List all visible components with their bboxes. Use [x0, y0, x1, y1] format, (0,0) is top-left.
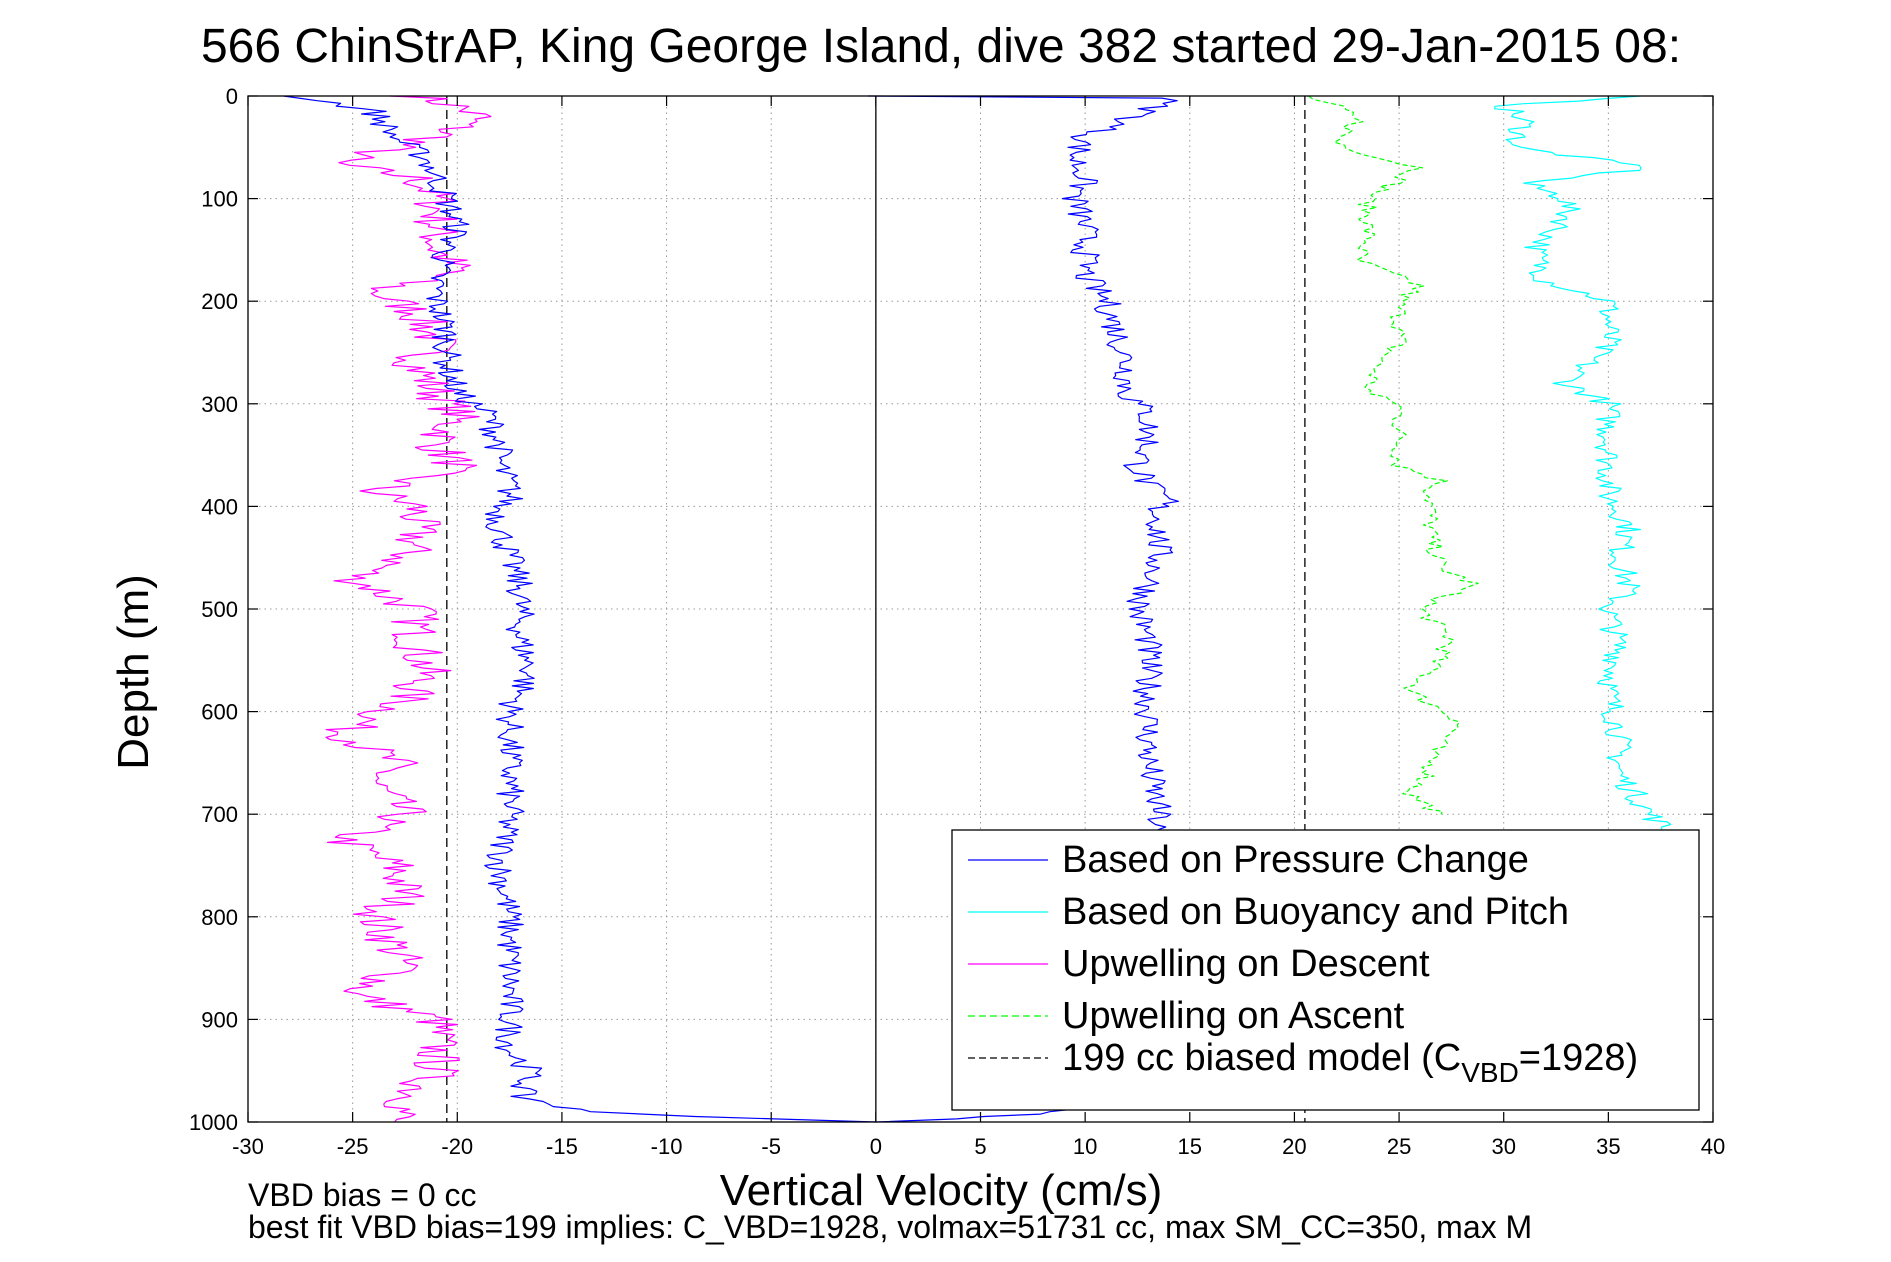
x-tick-label: 15: [1178, 1134, 1202, 1159]
y-tick-label: 200: [201, 289, 238, 314]
x-tick-label: -5: [761, 1134, 781, 1159]
legend-label-pressure-change: Based on Pressure Change: [1062, 839, 1529, 881]
y-tick-label: 900: [201, 1007, 238, 1032]
best-fit-annotation: best fit VBD bias=199 implies: C_VBD=192…: [248, 1209, 1532, 1245]
x-tick-label: 10: [1073, 1134, 1097, 1159]
x-tick-label: 25: [1387, 1134, 1411, 1159]
legend-box: [951, 829, 1700, 1111]
x-tick-label: -20: [441, 1134, 473, 1159]
x-tick-label: 35: [1596, 1134, 1620, 1159]
x-tick-label: 20: [1282, 1134, 1306, 1159]
legend-label-biased-model-main: 199 cc biased model (C: [1062, 1037, 1461, 1079]
legend: Based on Pressure Change Based on Buoyan…: [951, 829, 1700, 1111]
upwelling-ascent-line: [1308, 95, 1479, 815]
y-tick-label: 400: [201, 494, 238, 519]
x-tick-label: 30: [1491, 1134, 1515, 1159]
legend-label-upwelling-descent: Upwelling on Descent: [1062, 943, 1430, 985]
y-tick-label: 300: [201, 392, 238, 417]
legend-swatches: [968, 859, 1048, 1059]
y-tick-label: 800: [201, 905, 238, 930]
y-tick-label: 700: [201, 802, 238, 827]
axis-ticks: -30 -25 -20 -15 -10 -5 0 5 10 15 20 25 30 35 400100200…: [189, 84, 1725, 1159]
x-tick-label: -25: [337, 1134, 369, 1159]
x-tick-label: 0: [870, 1134, 882, 1159]
legend-label-upwelling-ascent: Upwelling on Ascent: [1062, 995, 1405, 1037]
y-tick-label: 0: [226, 84, 238, 109]
chart-title: 566 ChinStrAP, King George Island, dive …: [201, 20, 1681, 73]
legend-label-buoyancy-pitch: Based on Buoyancy and Pitch: [1062, 891, 1569, 933]
pressure-change-descent-line: [283, 95, 876, 1123]
legend-label-biased-model-tail: =1928): [1519, 1037, 1638, 1079]
y-axis-label: Depth (m): [109, 574, 158, 770]
x-tick-label: 40: [1701, 1134, 1725, 1159]
legend-label-biased-model-subscript: VBD: [1461, 1057, 1519, 1088]
vbd-bias-annotation: VBD bias = 0 cc: [248, 1177, 477, 1213]
x-axis-label: Vertical Velocity (cm/s): [720, 1166, 1163, 1215]
y-tick-label: 500: [201, 597, 238, 622]
buoyancy-pitch-line: [1494, 95, 1672, 836]
upwelling-descent-line: [325, 95, 492, 1123]
x-tick-label: -15: [546, 1134, 578, 1159]
legend-label-biased-model: 199 cc biased model (CVBD=1928): [1062, 1037, 1638, 1088]
y-tick-label: 1000: [189, 1110, 238, 1135]
x-tick-label: 5: [974, 1134, 986, 1159]
x-tick-label: -10: [651, 1134, 683, 1159]
x-tick-label: -30: [232, 1134, 264, 1159]
y-tick-label: 600: [201, 700, 238, 725]
y-tick-label: 100: [201, 187, 238, 212]
